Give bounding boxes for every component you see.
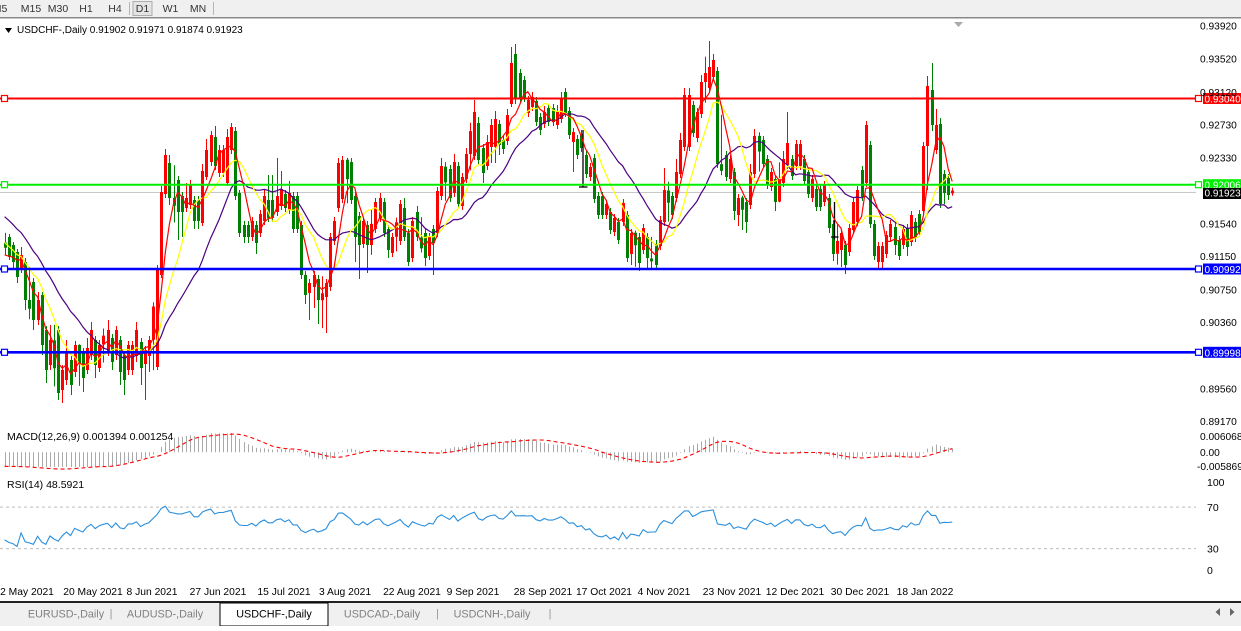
svg-text:0.90360: 0.90360 xyxy=(1200,318,1237,329)
svg-text:0.93520: 0.93520 xyxy=(1200,55,1237,66)
svg-text:0.92330: 0.92330 xyxy=(1200,154,1237,165)
svg-text:20 May 2021: 20 May 2021 xyxy=(63,587,123,598)
svg-text:18 Jan 2022: 18 Jan 2022 xyxy=(897,587,954,598)
svg-text:30: 30 xyxy=(1207,544,1219,556)
svg-text:M30: M30 xyxy=(48,3,69,15)
svg-text:0.91923: 0.91923 xyxy=(1205,189,1241,200)
svg-text:28 Sep 2021: 28 Sep 2021 xyxy=(514,587,573,598)
svg-text:0.006068: 0.006068 xyxy=(1200,432,1241,443)
svg-text:4 Nov 2021: 4 Nov 2021 xyxy=(638,587,691,598)
svg-text:AUDUSD-,Daily: AUDUSD-,Daily xyxy=(127,609,204,621)
svg-text:15 Jul 2021: 15 Jul 2021 xyxy=(257,587,311,598)
svg-text:3 Aug 2021: 3 Aug 2021 xyxy=(319,587,371,598)
svg-text:22 Aug 2021: 22 Aug 2021 xyxy=(383,587,441,598)
svg-text:27 Jun 2021: 27 Jun 2021 xyxy=(190,587,247,598)
svg-text:H1: H1 xyxy=(79,3,93,15)
svg-text:9 Sep 2021: 9 Sep 2021 xyxy=(447,587,500,598)
svg-text:0: 0 xyxy=(1207,565,1213,577)
svg-text:0.90992: 0.90992 xyxy=(1205,265,1241,276)
svg-text:17 Oct 2021: 17 Oct 2021 xyxy=(576,587,632,598)
svg-text:12 Dec 2021: 12 Dec 2021 xyxy=(766,587,825,598)
svg-text:MACD(12,26,9) 0.001394 0.00125: MACD(12,26,9) 0.001394 0.001254 xyxy=(7,431,174,443)
svg-text:0.89998: 0.89998 xyxy=(1205,348,1241,359)
svg-text:23 Nov 2021: 23 Nov 2021 xyxy=(703,587,762,598)
svg-text:0.93920: 0.93920 xyxy=(1200,21,1237,32)
svg-text:EURUSD-,Daily: EURUSD-,Daily xyxy=(28,609,105,621)
svg-text:USDCAD-,Daily: USDCAD-,Daily xyxy=(344,609,421,621)
svg-text:USDCHF-,Daily: USDCHF-,Daily xyxy=(236,609,312,621)
svg-text:M5: M5 xyxy=(0,3,7,15)
svg-text:70: 70 xyxy=(1207,502,1219,514)
svg-text:MN: MN xyxy=(190,3,206,15)
svg-text:|: | xyxy=(110,608,113,620)
svg-text:0.92730: 0.92730 xyxy=(1200,120,1237,131)
svg-text:H4: H4 xyxy=(108,3,122,15)
svg-text:0.93120: 0.93120 xyxy=(1200,88,1237,99)
svg-text:|: | xyxy=(436,608,439,620)
svg-text:0.90750: 0.90750 xyxy=(1200,285,1237,296)
svg-text:W1: W1 xyxy=(163,3,179,15)
svg-text:M15: M15 xyxy=(21,3,42,15)
svg-text:8 Jun 2021: 8 Jun 2021 xyxy=(127,587,178,598)
svg-text:0.00: 0.00 xyxy=(1200,448,1220,459)
svg-text:0.91540: 0.91540 xyxy=(1200,220,1237,231)
svg-text:0.91150: 0.91150 xyxy=(1200,252,1236,263)
svg-text:0.89170: 0.89170 xyxy=(1200,417,1237,428)
svg-text:2 May 2021: 2 May 2021 xyxy=(0,587,54,598)
svg-text:|: | xyxy=(549,608,552,620)
svg-text:30 Dec 2021: 30 Dec 2021 xyxy=(831,587,890,598)
svg-text:USDCHF-,Daily 0.91902 0.91971: USDCHF-,Daily 0.91902 0.91971 0.91874 0.… xyxy=(17,25,243,36)
svg-text:RSI(14) 48.5921: RSI(14) 48.5921 xyxy=(7,479,84,491)
svg-text:D1: D1 xyxy=(136,3,150,15)
svg-text:0.89560: 0.89560 xyxy=(1200,384,1237,395)
svg-text:100: 100 xyxy=(1207,477,1225,489)
svg-text:USDCNH-,Daily: USDCNH-,Daily xyxy=(454,609,531,621)
svg-text:-0.005869: -0.005869 xyxy=(1197,462,1241,473)
